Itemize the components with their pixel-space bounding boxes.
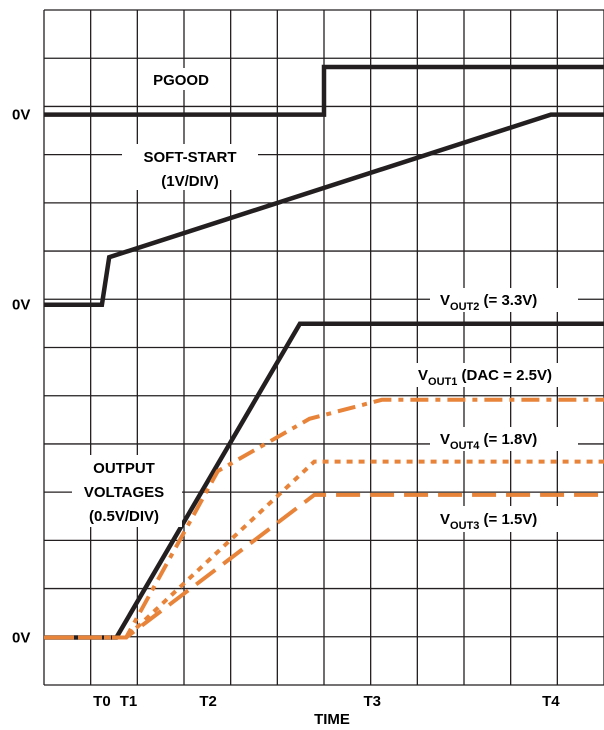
vout2-label: VOUT2 (= 3.3V) bbox=[440, 292, 537, 313]
outputs-label-line2: VOLTAGES bbox=[84, 484, 164, 501]
vout1-label-main: V bbox=[418, 367, 428, 384]
annotations: PGOOD SOFT-START (1V/DIV) OUTPUT VOLTAGE… bbox=[72, 68, 600, 532]
y-tick-label-1: 0V bbox=[12, 297, 30, 314]
x-tick-label-t2: T2 bbox=[199, 693, 217, 710]
series-pgood-line bbox=[44, 64, 604, 117]
vout1-label-bg bbox=[410, 363, 600, 387]
series-vout3-line bbox=[44, 492, 604, 640]
vout1-label: VOUT1 (DAC = 2.5V) bbox=[418, 367, 552, 388]
vout3-label-main: V bbox=[440, 511, 450, 528]
vout3-label-bg bbox=[430, 506, 578, 532]
outputs-scale-label: (0.5V/DIV) bbox=[89, 508, 159, 525]
vout2-label-sub: OUT2 bbox=[450, 301, 479, 313]
outputs-label-line1: OUTPUT bbox=[93, 460, 155, 477]
outputs-label-bg bbox=[72, 455, 182, 527]
tick-labels: T0 T1 T2 T3 T4 0V 0V 0V bbox=[12, 107, 560, 710]
vout4-label: VOUT4 (= 1.8V) bbox=[440, 431, 537, 452]
vout2-label-main: V bbox=[440, 292, 450, 309]
series-vout1-line bbox=[44, 397, 604, 640]
x-tick-label-t3: T3 bbox=[364, 693, 382, 710]
pgood-label-bg bbox=[138, 68, 228, 90]
vout2-label-bg bbox=[430, 288, 578, 312]
vout4-label-bg bbox=[430, 427, 578, 451]
vout4-label-tail: (= 1.8V) bbox=[479, 431, 537, 448]
softstart-scale-label: (1V/DIV) bbox=[161, 173, 219, 190]
softstart-label-bg bbox=[122, 144, 258, 190]
y-tick-label-2: 0V bbox=[12, 107, 30, 124]
series-lines bbox=[44, 64, 604, 640]
vout3-label: VOUT3 (= 1.5V) bbox=[440, 511, 537, 532]
x-tick-label-t0: T0 bbox=[93, 693, 111, 710]
x-tick-label-t4: T4 bbox=[542, 693, 560, 710]
y-tick-label-0: 0V bbox=[12, 629, 30, 646]
x-axis-label: TIME bbox=[314, 711, 350, 728]
vout4-label-sub: OUT4 bbox=[450, 440, 480, 452]
x-tick-label-t1: T1 bbox=[120, 693, 138, 710]
pgood-label: PGOOD bbox=[153, 72, 209, 89]
softstart-label: SOFT-START bbox=[143, 149, 236, 166]
vout3-label-sub: OUT3 bbox=[450, 520, 479, 532]
vout3-label-tail: (= 1.5V) bbox=[479, 511, 537, 528]
vout1-label-tail: (DAC = 2.5V) bbox=[457, 367, 552, 384]
grid bbox=[43, 9, 604, 686]
vout4-label-main: V bbox=[440, 431, 450, 448]
series-softstart-line bbox=[44, 112, 604, 307]
vout1-label-sub: OUT1 bbox=[428, 376, 457, 388]
vout2-label-tail: (= 3.3V) bbox=[479, 292, 537, 309]
